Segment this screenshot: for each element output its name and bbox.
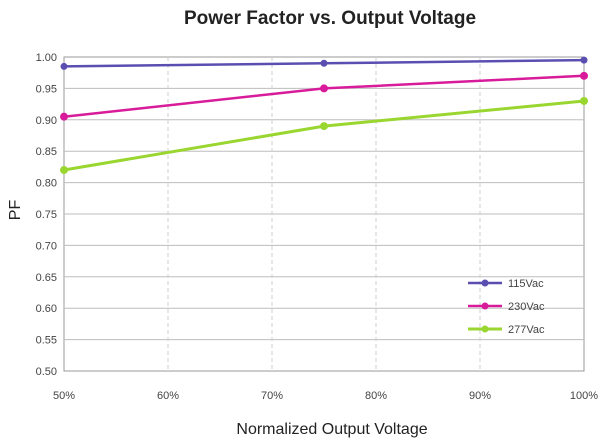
x-tick-label: 100% bbox=[570, 390, 598, 402]
data-point-230Vac bbox=[580, 71, 588, 80]
data-point-230Vac bbox=[60, 112, 68, 121]
legend-label: 115Vac bbox=[508, 278, 544, 290]
x-tick-label: 50% bbox=[53, 390, 75, 402]
y-tick-label: 0.65 bbox=[36, 272, 57, 284]
data-point-277Vac bbox=[580, 96, 588, 105]
y-tick-label: 0.90 bbox=[36, 115, 57, 127]
y-tick-label: 0.75 bbox=[36, 209, 57, 221]
y-tick-label: 0.50 bbox=[36, 366, 57, 378]
legend-marker-115Vac bbox=[481, 279, 489, 287]
y-tick-label: 0.85 bbox=[36, 146, 57, 158]
x-axis-title: Normalized Output Voltage bbox=[236, 421, 427, 438]
legend: 115Vac 230Vac 277Vac bbox=[468, 278, 545, 336]
data-point-115Vac bbox=[580, 56, 588, 64]
series-layer bbox=[60, 56, 588, 175]
y-tick-label: 0.70 bbox=[36, 240, 57, 252]
x-tick-label: 80% bbox=[365, 390, 387, 402]
y-tick-label: 0.95 bbox=[36, 83, 57, 95]
x-tick-label: 60% bbox=[157, 390, 179, 402]
legend-marker-277Vac bbox=[481, 325, 489, 333]
data-point-277Vac bbox=[320, 122, 328, 131]
y-axis-ticks: 0.50 0.55 0.60 0.65 0.70 0.75 0.80 0.85 0.90 0.95… bbox=[36, 52, 57, 378]
x-tick-label: 70% bbox=[261, 390, 283, 402]
y-tick-label: 0.55 bbox=[36, 335, 57, 347]
x-tick-label: 90% bbox=[469, 390, 491, 402]
legend-marker-230Vac bbox=[481, 302, 489, 310]
legend-label: 230Vac bbox=[508, 301, 545, 313]
x-axis-ticks: 50% 60% 70% 80% 90% 100% bbox=[53, 390, 598, 402]
data-point-230Vac bbox=[320, 84, 328, 93]
data-point-115Vac bbox=[60, 62, 68, 70]
data-point-277Vac bbox=[60, 166, 68, 175]
y-tick-label: 0.60 bbox=[36, 303, 57, 315]
y-axis-title: PF bbox=[7, 200, 24, 221]
chart-title: Power Factor vs. Output Voltage bbox=[184, 8, 476, 29]
y-tick-label: 0.80 bbox=[36, 178, 57, 190]
data-point-115Vac bbox=[320, 59, 328, 67]
legend-label: 277Vac bbox=[508, 324, 545, 336]
y-tick-label: 1.00 bbox=[36, 52, 57, 64]
